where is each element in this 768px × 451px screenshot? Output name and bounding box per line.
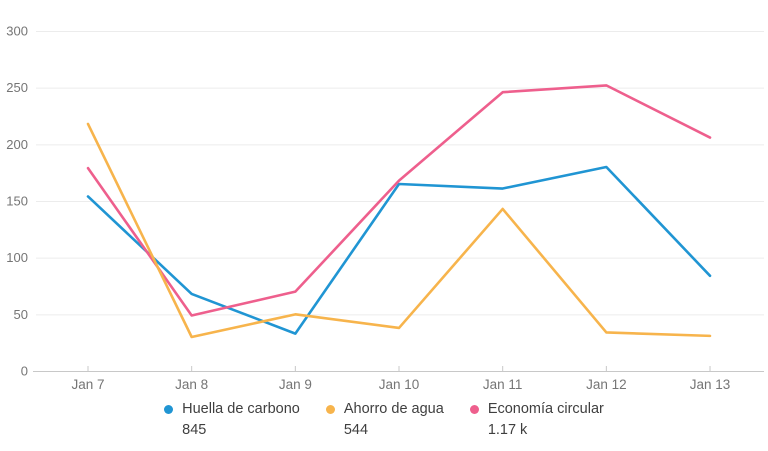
legend-marker-icon <box>325 405 335 414</box>
x-tick-label: Jan 11 <box>483 377 523 392</box>
legend-label: Huella de carbono <box>182 401 300 417</box>
series-line-economia-circular <box>86 84 712 317</box>
series-line-ahorro-de-agua <box>86 122 712 339</box>
line-chart-svg: 0 50 100 150 200 250 300 Jan 7 Jan 8 Jan 9 Jan 10 J… <box>6 24 764 392</box>
legend-row: Economía circular <box>469 399 604 420</box>
y-tick-label: 300 <box>6 24 28 39</box>
legend-item-economia-circular[interactable]: Economía circular 1.17 k <box>469 399 604 441</box>
legend-marker-icon <box>469 405 479 414</box>
series-line-huella-de-carbono <box>86 165 712 335</box>
legend-item-huella-de-carbono[interactable]: Huella de carbono 845 <box>164 399 300 441</box>
x-tick-label: Jan 7 <box>71 377 104 392</box>
legend-label: Economía circular <box>487 401 604 417</box>
y-tick-label: 200 <box>6 137 28 152</box>
legend-item-ahorro-de-agua[interactable]: Ahorro de agua 544 <box>325 399 444 441</box>
x-tick-label: Jan 10 <box>379 377 420 392</box>
legend-total: 845 <box>182 422 207 438</box>
x-tick-label: Jan 9 <box>279 377 312 392</box>
y-tick-label: 50 <box>14 307 28 322</box>
y-tick-label: 150 <box>6 194 28 209</box>
legend-total: 1.17 k <box>487 422 528 438</box>
legend-marker-icon <box>164 405 174 414</box>
x-tick-label: Jan 13 <box>690 377 731 392</box>
legend-label: Ahorro de agua <box>343 401 444 417</box>
y-tick-label: 100 <box>6 250 28 265</box>
legend-row: Huella de carbono <box>164 399 300 420</box>
y-tick-label: 0 <box>21 364 28 379</box>
legend-row: Ahorro de agua <box>325 399 444 420</box>
chart-legend: Huella de carbono 845 Ahorro de agua 544 Eco… <box>0 399 768 441</box>
legend-total: 544 <box>343 422 369 438</box>
x-tick-label: Jan 8 <box>175 377 208 392</box>
x-tick-label: Jan 12 <box>586 377 627 392</box>
y-tick-label: 250 <box>6 80 28 95</box>
